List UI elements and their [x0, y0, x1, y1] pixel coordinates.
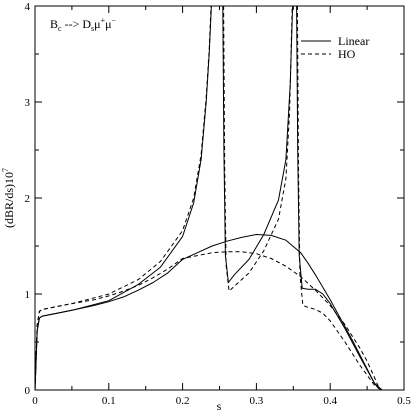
y-axis-label-exponent: 7 — [1, 168, 10, 172]
ticks — [34, 5, 405, 391]
annotation-plus-superscript: + — [101, 16, 106, 25]
annotation-minus-superscript: − — [112, 16, 117, 25]
annotation-mu-plus: μ — [94, 17, 100, 31]
x-tick-label: 0 — [32, 395, 38, 407]
series-linear-curve-1 — [34, 234, 383, 391]
x-axis-label: s — [217, 399, 222, 413]
y-tick-label: 2 — [25, 193, 31, 205]
annotation-mu-minus: μ — [105, 17, 111, 31]
series-ho-curve-3 — [223, 5, 293, 292]
legend: Linear HO — [301, 34, 369, 61]
x-tick-label: 0.4 — [323, 395, 337, 407]
series-linear-curve-4 — [296, 5, 383, 391]
x-tick-label: 0.2 — [176, 395, 190, 407]
legend-label-ho: HO — [338, 47, 356, 61]
series-ho-curve-4 — [296, 5, 383, 391]
series-layer — [34, 5, 383, 391]
y-tick-label: 4 — [25, 1, 31, 13]
process-annotation: Bc --> Dsμ+μ− — [50, 16, 117, 33]
x-tick-label: 0.3 — [250, 395, 264, 407]
annotation-d: D — [82, 17, 91, 31]
series-linear-curve-3 — [222, 5, 294, 283]
annotation-arrow: --> — [62, 17, 83, 31]
x-tick-label: 0.1 — [102, 395, 116, 407]
y-tick-label: 1 — [25, 289, 31, 301]
annotation-b: B — [50, 17, 58, 31]
y-axis-label-main: (dBR/ds)10 — [2, 172, 16, 228]
annotation-c-subscript: c — [58, 24, 62, 33]
annotation-s-subscript: s — [91, 24, 94, 33]
y-tick-label: 0 — [25, 385, 31, 397]
y-axis-label: (dBR/ds)107 — [1, 168, 16, 228]
tick-labels: 0 0.1 0.2 0.3 0.4 0.5 0 1 2 3 4 — [25, 1, 412, 407]
legend-label-linear: Linear — [338, 34, 369, 48]
series-linear-curve-2 — [34, 5, 212, 391]
y-tick-label: 3 — [25, 97, 31, 109]
x-tick-label: 0.5 — [397, 395, 411, 407]
series-ho-curve-2 — [34, 5, 212, 391]
